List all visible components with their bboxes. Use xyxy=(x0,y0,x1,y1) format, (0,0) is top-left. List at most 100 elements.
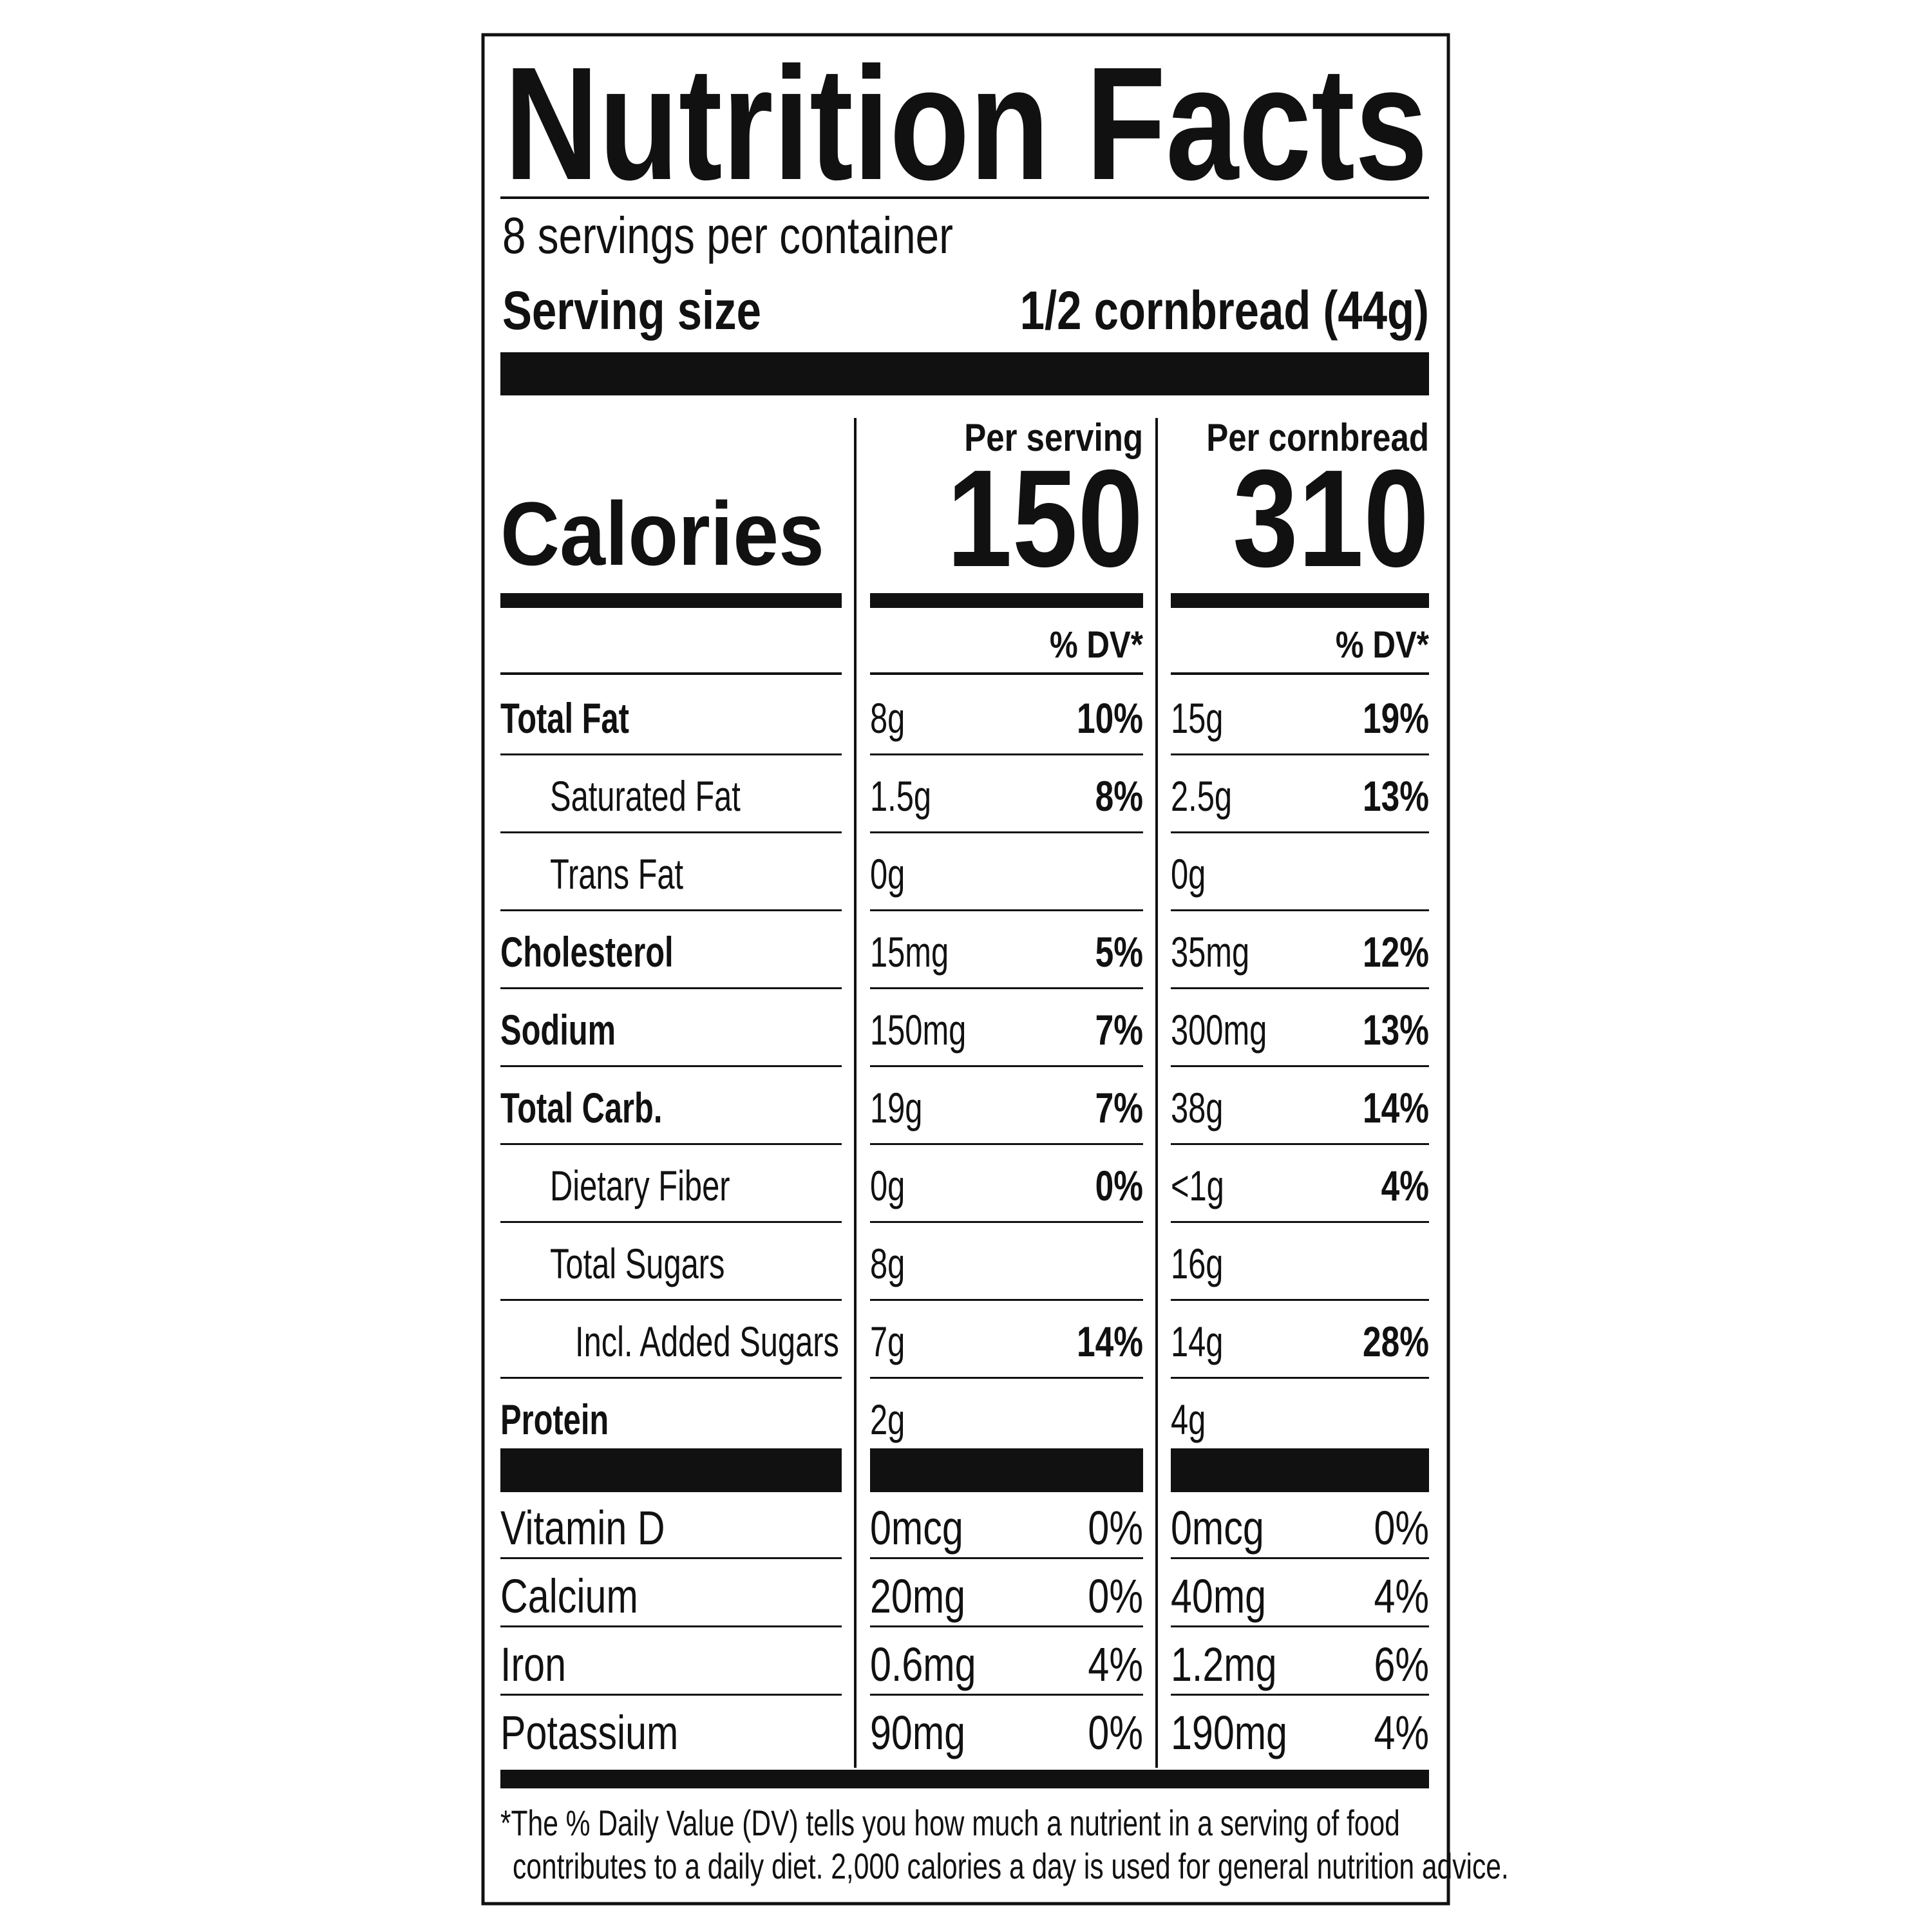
nutrient-amount: 15mg xyxy=(870,929,949,976)
protein-bar xyxy=(870,1448,1143,1492)
row-rule xyxy=(870,831,1143,833)
row-rule xyxy=(870,1557,1143,1559)
row-rule xyxy=(500,1299,842,1301)
calories-value: 310 xyxy=(1233,441,1429,596)
row-rule xyxy=(500,1143,842,1145)
mineral-dv: 0% xyxy=(1374,1502,1429,1555)
nutrient-dv: 7% xyxy=(1095,1084,1143,1132)
row-rule xyxy=(1171,753,1429,755)
row-rule xyxy=(870,909,1143,911)
row-rule xyxy=(500,1377,842,1379)
row-rule xyxy=(870,1625,1143,1627)
nutrient-dv: 14% xyxy=(1077,1318,1143,1366)
row-rule xyxy=(870,1221,1143,1223)
dv-rule xyxy=(500,672,842,675)
nutrient-dv: 7% xyxy=(1095,1006,1143,1054)
dv-heading: % DV* xyxy=(1050,624,1143,666)
nutrient-amount: 0g xyxy=(870,1162,905,1210)
thick-bar xyxy=(500,352,1429,395)
mineral-amount: 190mg xyxy=(1171,1707,1287,1760)
nutrient-amount: 38g xyxy=(1171,1084,1223,1132)
column-divider xyxy=(1155,418,1158,1768)
row-rule xyxy=(500,1694,842,1696)
servings: 8 servings per container xyxy=(502,207,953,265)
dv-rule xyxy=(870,672,1143,675)
row-rule xyxy=(500,909,842,911)
row-rule xyxy=(1171,909,1429,911)
mineral-amount: 0mcg xyxy=(1171,1502,1264,1555)
nutrient-dv: 28% xyxy=(1363,1318,1429,1366)
nutrient-amount: 0g xyxy=(870,851,905,898)
row-rule xyxy=(1171,1143,1429,1145)
row-rule xyxy=(500,753,842,755)
row-rule xyxy=(1171,1625,1429,1627)
nutrient-amount: 150mg xyxy=(870,1007,966,1054)
column-heading: Per cornbread xyxy=(1206,416,1429,459)
row-rule xyxy=(500,831,842,833)
row-rule xyxy=(870,987,1143,989)
nutrient-amount: 2g xyxy=(870,1396,905,1444)
mineral-name: Potassium xyxy=(500,1707,678,1760)
nutrient-amount: <1g xyxy=(1171,1162,1224,1210)
row-rule xyxy=(1171,1557,1429,1559)
nutrient-dv: 5% xyxy=(1095,928,1143,976)
calories-bar xyxy=(870,593,1143,608)
nutrient-amount: 35mg xyxy=(1171,929,1249,976)
mineral-name: Iron xyxy=(500,1638,566,1692)
title: Nutrition Facts xyxy=(504,33,1428,213)
mineral-amount: 40mg xyxy=(1171,1570,1266,1624)
mineral-amount: 20mg xyxy=(870,1570,965,1624)
serving-size-label: Serving size xyxy=(502,281,761,341)
row-rule xyxy=(870,1377,1143,1379)
mineral-name: Calcium xyxy=(500,1570,638,1624)
nutrient-dv: 19% xyxy=(1363,694,1429,743)
row-rule xyxy=(1171,1694,1429,1696)
footnote: *The % Daily Value (DV) tells you how mu… xyxy=(500,1803,1400,1843)
calories-bar xyxy=(500,593,842,608)
row-rule xyxy=(870,1299,1143,1301)
row-rule xyxy=(870,1143,1143,1145)
nutrient-amount: 1.5g xyxy=(870,773,931,820)
bottom-bar xyxy=(500,1770,1429,1788)
column-divider xyxy=(854,418,857,1768)
mineral-amount: 90mg xyxy=(870,1707,965,1760)
nutrient-amount: 8g xyxy=(870,1240,905,1288)
row-rule xyxy=(500,1557,842,1559)
nutrient-amount: 4g xyxy=(1171,1396,1206,1444)
nutrient-amount: 19g xyxy=(870,1084,922,1132)
dv-rule xyxy=(1171,672,1429,675)
row-rule xyxy=(1171,1299,1429,1301)
nutrient-name: Saturated Fat xyxy=(550,773,741,820)
mineral-dv: 4% xyxy=(1088,1638,1143,1692)
title-rule xyxy=(500,196,1429,199)
nutrient-amount: 8g xyxy=(870,695,905,743)
calories-value: 150 xyxy=(947,441,1143,596)
mineral-dv: 0% xyxy=(1088,1570,1143,1624)
calories-bar xyxy=(1171,593,1429,608)
nutrient-name: Total Sugars xyxy=(550,1240,724,1288)
nutrient-dv: 12% xyxy=(1363,928,1429,976)
nutrient-dv: 0% xyxy=(1095,1162,1143,1210)
nutrient-dv: 14% xyxy=(1363,1084,1429,1132)
nutrient-amount: 300mg xyxy=(1171,1007,1267,1054)
nutrient-amount: 14g xyxy=(1171,1318,1223,1366)
row-rule xyxy=(500,1065,842,1067)
label-border xyxy=(481,33,1450,1906)
mineral-amount: 0mcg xyxy=(870,1502,963,1555)
nutrient-name: Sodium xyxy=(500,1007,616,1054)
nutrient-dv: 10% xyxy=(1077,694,1143,743)
nutrient-amount: 2.5g xyxy=(1171,773,1232,820)
nutrient-dv: 13% xyxy=(1363,772,1429,820)
mineral-dv: 0% xyxy=(1088,1707,1143,1760)
nutrient-dv: 8% xyxy=(1095,772,1143,820)
protein-bar xyxy=(1171,1448,1429,1492)
nutrient-amount: 15g xyxy=(1171,695,1223,743)
row-rule xyxy=(500,987,842,989)
nutrient-amount: 16g xyxy=(1171,1240,1223,1288)
row-rule xyxy=(1171,987,1429,989)
row-rule xyxy=(870,1694,1143,1696)
row-rule xyxy=(870,753,1143,755)
dv-heading: % DV* xyxy=(1336,624,1429,666)
